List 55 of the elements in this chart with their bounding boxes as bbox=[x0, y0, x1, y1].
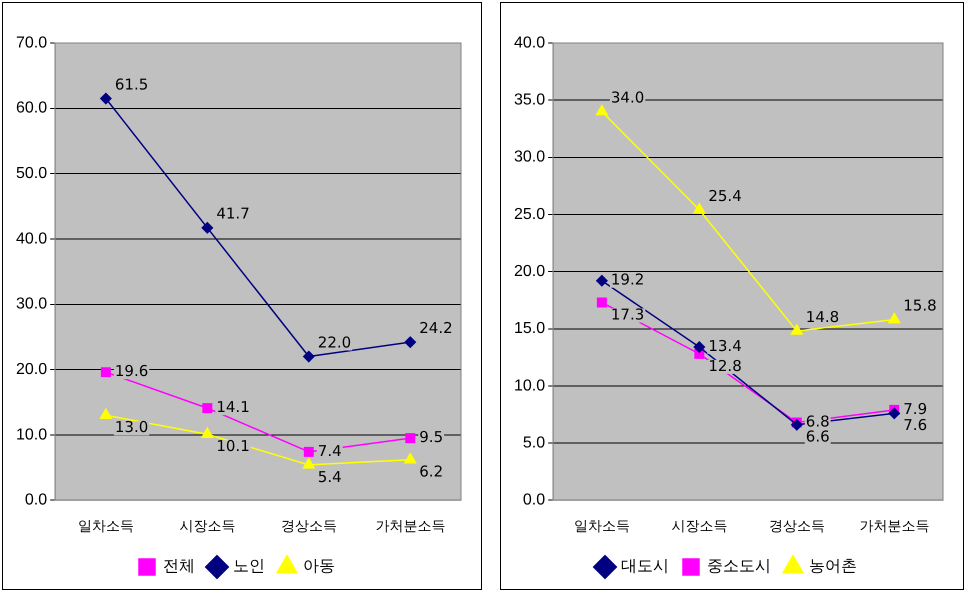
legend-label: 노인 bbox=[233, 556, 265, 576]
y-tick-label: 50.0 bbox=[16, 165, 48, 182]
legend-label: 중소도시 bbox=[707, 556, 771, 576]
data-label: 6.6 bbox=[806, 428, 830, 446]
x-tick-label: 가처분소득 bbox=[859, 517, 930, 534]
y-tick-label: 5.0 bbox=[522, 434, 546, 452]
data-label: 13.4 bbox=[708, 336, 742, 355]
x-tick-label: 가처분소득 bbox=[375, 517, 446, 534]
y-tick-label: 30.0 bbox=[16, 296, 48, 313]
y-tick-label: 40.0 bbox=[514, 34, 546, 52]
data-label: 19.2 bbox=[610, 270, 644, 289]
data-label: 14.8 bbox=[806, 308, 840, 326]
y-tick-label: 0.0 bbox=[24, 492, 48, 509]
data-label: 6.8 bbox=[806, 412, 830, 430]
data-label: 25.4 bbox=[708, 186, 742, 205]
data-label: 5.4 bbox=[318, 468, 342, 486]
y-tick-label: 20.0 bbox=[16, 360, 48, 378]
data-label: 24.2 bbox=[419, 319, 453, 338]
y-tick-label: 30.0 bbox=[514, 148, 546, 166]
y-tick-label: 20.0 bbox=[514, 263, 546, 280]
y-tick-label: 10.0 bbox=[514, 377, 546, 394]
x-tick-label: 시장소득 bbox=[671, 517, 728, 534]
y-tick-label: 35.0 bbox=[514, 92, 546, 109]
data-label: 10.1 bbox=[216, 437, 250, 456]
data-label: 13.0 bbox=[114, 418, 148, 436]
legend-label: 전체 bbox=[163, 556, 195, 576]
y-tick-label: 15.0 bbox=[514, 320, 546, 338]
data-label: 9.5 bbox=[419, 428, 444, 446]
data-label: 19.6 bbox=[114, 362, 148, 380]
y-tick-label: 10.0 bbox=[16, 426, 48, 444]
y-tick-label: 25.0 bbox=[514, 206, 546, 223]
data-label: 22.0 bbox=[318, 333, 352, 352]
y-tick-label: 70.0 bbox=[16, 34, 48, 52]
data-label: 61.5 bbox=[114, 75, 148, 94]
data-label: 17.3 bbox=[610, 305, 644, 324]
x-tick-label: 일차소득 bbox=[574, 517, 630, 534]
y-tick-label: 60.0 bbox=[16, 100, 48, 117]
y-tick-label: 0.0 bbox=[522, 492, 546, 509]
data-label: 7.9 bbox=[903, 400, 928, 418]
x-tick-label: 경상소득 bbox=[768, 517, 825, 534]
data-label: 12.8 bbox=[708, 356, 742, 375]
data-label: 34.0 bbox=[610, 88, 644, 106]
data-label: 14.1 bbox=[216, 398, 250, 416]
x-tick-label: 경상소득 bbox=[280, 517, 337, 534]
data-label: 7.6 bbox=[903, 416, 928, 434]
data-label: 15.8 bbox=[903, 296, 937, 314]
data-label: 6.2 bbox=[419, 462, 444, 481]
data-label: 7.4 bbox=[318, 442, 342, 460]
legend-label: 농어촌 bbox=[809, 556, 857, 576]
x-tick-label: 시장소득 bbox=[179, 517, 236, 534]
x-tick-label: 일차소득 bbox=[78, 517, 134, 534]
y-tick-label: 40.0 bbox=[16, 230, 48, 248]
data-label: 41.7 bbox=[216, 204, 250, 223]
legend-label: 대도시 bbox=[621, 556, 669, 576]
legend-label: 아동 bbox=[303, 556, 335, 576]
